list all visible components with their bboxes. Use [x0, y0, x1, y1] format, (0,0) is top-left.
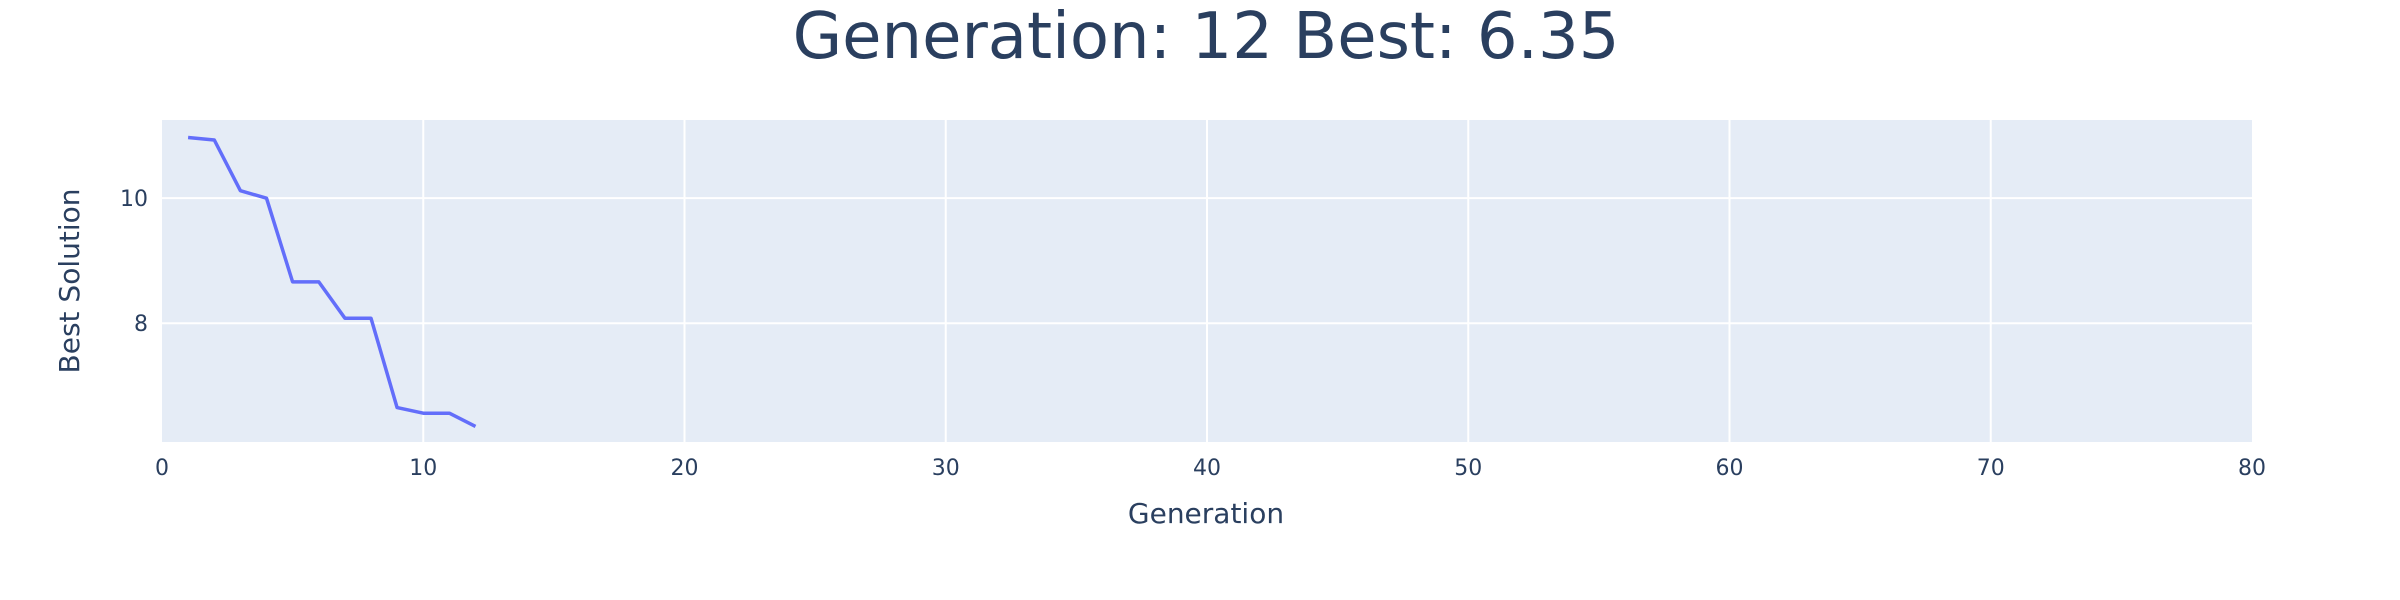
- chart-title: Generation: 12 Best: 6.35: [793, 0, 1620, 74]
- x-tick-label: 60: [1716, 456, 1744, 481]
- x-tick-label: 80: [2238, 456, 2266, 481]
- x-tick-label: 20: [671, 456, 699, 481]
- y-tick-label: 10: [120, 187, 148, 212]
- x-axis-title: Generation: [1128, 497, 1284, 530]
- x-tick-label: 10: [409, 456, 437, 481]
- x-tick-label: 30: [932, 456, 960, 481]
- x-tick-label: 40: [1193, 456, 1221, 481]
- series-line: [187, 135, 477, 428]
- x-tick-label: 70: [1977, 456, 2005, 481]
- y-tick-label: 8: [134, 312, 148, 337]
- gridlines: [162, 120, 2252, 442]
- x-tick-label: 50: [1454, 456, 1482, 481]
- y-axis-title: Best Solution: [53, 189, 86, 374]
- tick-labels: 0 10 20 30 40 50 60 70 80 8 10: [120, 187, 2266, 481]
- x-tick-label: 0: [155, 456, 169, 481]
- series-group: [187, 135, 477, 428]
